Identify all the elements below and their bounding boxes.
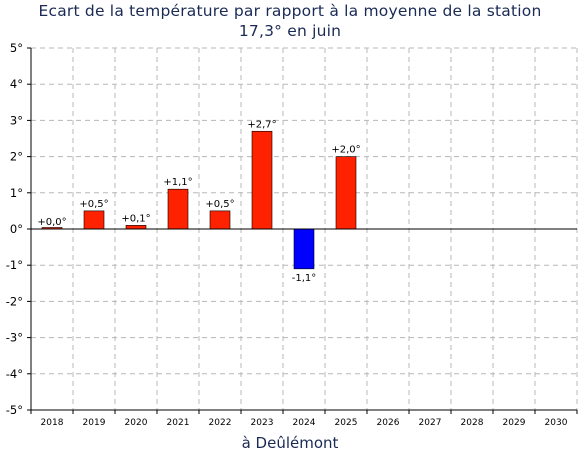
bar-data-label: +1,1° [163, 177, 192, 188]
bar [125, 225, 147, 230]
bar [167, 188, 189, 230]
y-tick-label: 0° [10, 222, 23, 236]
x-tick-label: 2023 [251, 418, 274, 428]
x-tick-label: 2030 [545, 418, 568, 428]
chart-title: Ecart de la température par rapport à la… [38, 2, 542, 20]
x-tick-label: 2022 [209, 418, 232, 428]
x-tick-label: 2020 [125, 418, 148, 428]
bar [83, 210, 105, 230]
bar-data-label: +0,0° [37, 217, 66, 228]
x-tick-label: 2025 [335, 418, 358, 428]
x-tick-label: 2024 [293, 418, 316, 428]
y-tick-label: 3° [10, 113, 23, 127]
y-tick-label: -1° [6, 258, 23, 272]
bar-data-label: +0,5° [79, 199, 108, 210]
bar-data-label: -1,1° [292, 273, 317, 284]
x-tick-label: 2029 [503, 418, 526, 428]
y-tick-label: 5° [10, 41, 23, 55]
bar [293, 228, 315, 270]
x-tick-label: 2021 [167, 418, 190, 428]
bar-data-label: +2,7° [247, 119, 276, 130]
y-tick-label: -5° [6, 403, 23, 417]
bar-data-label: +2,0° [331, 145, 360, 156]
y-tick-label: 1° [10, 186, 23, 200]
bar [251, 130, 273, 230]
x-tick-label: 2018 [41, 418, 64, 428]
x-tick-label: 2026 [377, 418, 400, 428]
y-tick-label: 4° [10, 77, 23, 91]
bar [209, 210, 231, 230]
x-tick-label: 2028 [461, 418, 484, 428]
bar [335, 156, 357, 230]
bar-data-label: +0,5° [205, 199, 234, 210]
y-tick-label: -3° [6, 331, 23, 345]
bar-data-label: +0,1° [121, 213, 150, 224]
y-tick-label: 2° [10, 150, 23, 164]
x-axis-label: à Deûlémont [241, 434, 339, 452]
chart-subtitle: 17,3° en juin [238, 22, 342, 40]
y-tick-label: -2° [6, 294, 23, 308]
x-tick-label: 2019 [83, 418, 106, 428]
y-tick-label: -4° [6, 367, 23, 381]
x-tick-label: 2027 [419, 418, 442, 428]
